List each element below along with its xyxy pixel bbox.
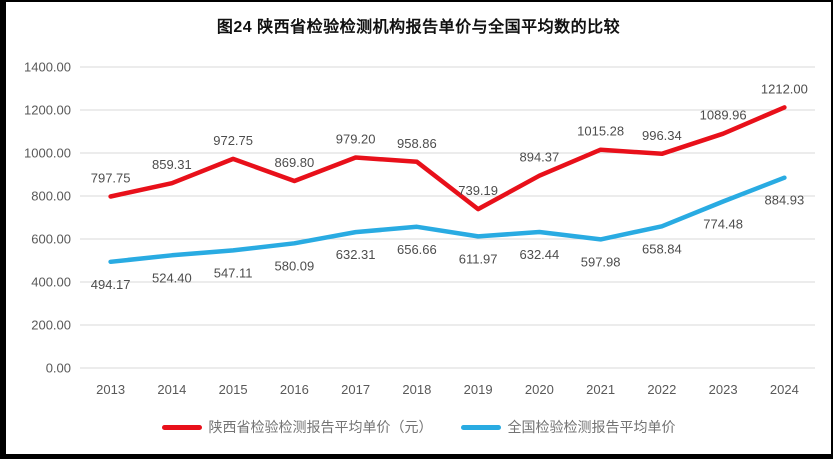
line-chart-plot-area: 0.00 200.00 400.00 600.00 800.00 1000.00 1200.… — [24, 60, 815, 397]
x-axis-tick-label: 2021 — [586, 382, 615, 397]
y-axis-tick-label: 0.00 — [46, 361, 71, 376]
data-label: 774.48 — [703, 216, 743, 231]
data-label: 524.40 — [152, 270, 192, 285]
data-label: 869.80 — [274, 155, 314, 170]
x-axis-tick-label: 2020 — [525, 382, 554, 397]
data-label: 611.97 — [459, 251, 498, 266]
data-label: 797.75 — [91, 170, 131, 185]
data-label: 1212.00 — [761, 81, 808, 96]
y-axis-tick-label: 1000.00 — [24, 146, 71, 161]
legend-item-national: 全国检验检测报告平均单价 — [460, 417, 676, 437]
x-axis-tick-label: 2024 — [770, 382, 799, 397]
data-label: 1089.96 — [700, 108, 747, 123]
x-axis-tick-label: 2018 — [402, 382, 431, 397]
x-axis-tick-label: 2013 — [96, 382, 125, 397]
data-label: 632.31 — [336, 247, 376, 262]
data-label: 658.84 — [642, 241, 682, 256]
y-axis-tick-label: 1400.00 — [24, 60, 71, 75]
data-label: 580.09 — [274, 258, 314, 273]
data-label: 958.86 — [397, 136, 437, 151]
data-label: 1015.28 — [577, 124, 624, 139]
legend-line-swatch-red-icon — [161, 424, 202, 430]
legend-item-shaanxi: 陕西省检验检测报告平均单价（元） — [161, 417, 433, 437]
chart-title: 图24 陕西省检验检测机构报告单价与全国平均数的比较 — [216, 19, 621, 36]
x-axis-tick-label: 2022 — [647, 382, 676, 397]
y-axis-tick-label: 200.00 — [31, 318, 71, 333]
legend-label-national: 全国检验检测报告平均单价 — [507, 419, 676, 435]
data-label: 597.98 — [581, 254, 621, 269]
data-label: 894.37 — [519, 150, 559, 165]
data-label: 547.11 — [214, 265, 253, 280]
y-axis-tick-label: 400.00 — [31, 275, 71, 290]
chart-legend: 陕西省检验检测报告平均单价（元） 全国检验检测报告平均单价 — [6, 417, 831, 437]
data-label: 632.44 — [519, 247, 559, 262]
data-label: 979.20 — [336, 131, 376, 146]
series-line-1 — [108, 175, 787, 265]
x-axis-tick-label: 2017 — [341, 382, 370, 397]
data-label: 972.75 — [213, 133, 253, 148]
legend-label-shaanxi: 陕西省检验检测报告平均单价（元） — [208, 419, 433, 435]
data-label: 494.17 — [91, 277, 131, 292]
data-label: 859.31 — [152, 157, 192, 172]
y-axis-tick-label: 800.00 — [31, 189, 71, 204]
y-axis-tick-label: 1200.00 — [24, 103, 71, 118]
series-line-0 — [108, 105, 787, 212]
x-axis-tick-label: 2014 — [157, 382, 186, 397]
data-label: 884.93 — [764, 193, 804, 208]
x-axis-tick-label: 2016 — [280, 382, 309, 397]
x-axis-tick-label: 2023 — [709, 382, 738, 397]
data-label: 739.19 — [458, 183, 498, 198]
x-axis-tick-label: 2019 — [464, 382, 493, 397]
y-axis-tick-label: 600.00 — [31, 232, 71, 247]
data-label: 996.34 — [642, 128, 682, 143]
legend-line-swatch-blue-icon — [460, 424, 501, 430]
x-axis-tick-label: 2015 — [219, 382, 248, 397]
data-label: 656.66 — [397, 242, 437, 257]
